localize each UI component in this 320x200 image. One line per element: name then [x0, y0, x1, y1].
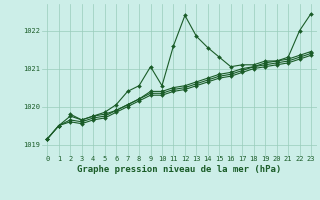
X-axis label: Graphe pression niveau de la mer (hPa): Graphe pression niveau de la mer (hPa)	[77, 165, 281, 174]
